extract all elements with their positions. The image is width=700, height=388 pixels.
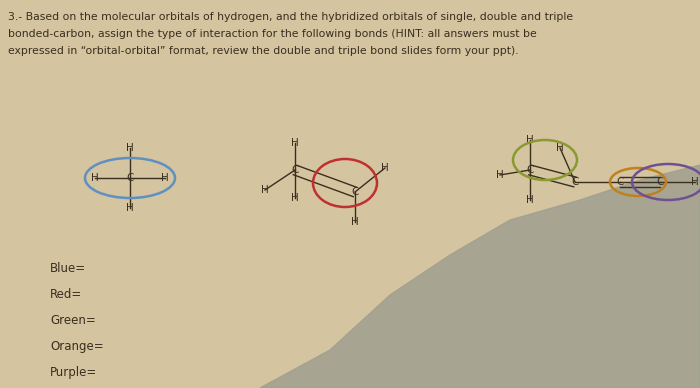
Text: C: C [291,165,299,175]
Text: H: H [126,203,134,213]
Text: H: H [496,170,504,180]
Text: H: H [691,177,699,187]
Text: Red=: Red= [50,288,83,301]
Text: 3.- Based on the molecular orbitals of hydrogen, and the hybridized orbitals of : 3.- Based on the molecular orbitals of h… [8,12,573,22]
Text: H: H [291,193,299,203]
Text: C: C [126,173,134,183]
Text: bonded-carbon, assign the type of interaction for the following bonds (HINT: all: bonded-carbon, assign the type of intera… [8,29,537,39]
Text: C: C [526,165,533,175]
Text: H: H [351,217,359,227]
Text: H: H [381,163,389,173]
Text: C: C [657,177,664,187]
Text: expressed in “orbital-orbital” format, review the double and triple bond slides : expressed in “orbital-orbital” format, r… [8,46,519,56]
Text: Green=: Green= [50,314,96,327]
Text: H: H [556,143,564,153]
Text: C: C [616,177,624,187]
Text: Blue=: Blue= [50,262,86,275]
Text: C: C [351,187,358,197]
Text: Orange=: Orange= [50,340,104,353]
Text: H: H [291,138,299,148]
Text: C: C [571,177,579,187]
Text: H: H [526,195,534,205]
Polygon shape [260,165,700,388]
Text: H: H [91,173,99,183]
Text: H: H [261,185,269,195]
Text: Purple=: Purple= [50,366,97,379]
Text: H: H [126,143,134,153]
Text: H: H [161,173,169,183]
Text: H: H [526,135,534,145]
